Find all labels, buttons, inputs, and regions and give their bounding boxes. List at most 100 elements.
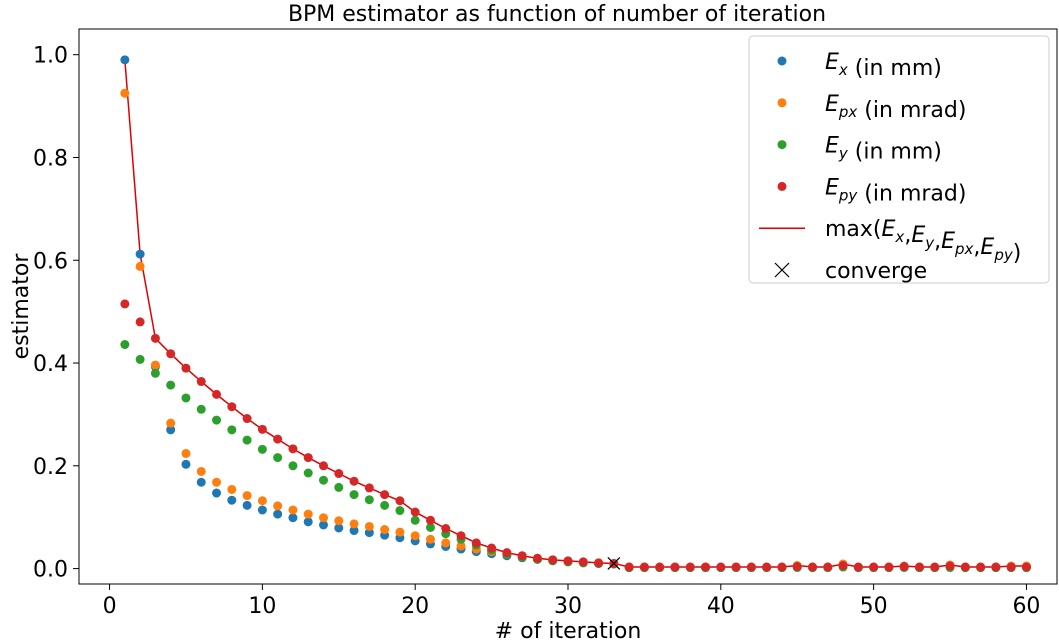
legend-text-subscript: px [838, 103, 858, 121]
legend-text-subscript: py [993, 246, 1014, 264]
point-s0-10 [273, 509, 283, 519]
legend: Ex (in mm)Epx (in mrad)Ey (in mm)Epy (in… [748, 35, 1050, 284]
point-s3-40 [731, 562, 741, 572]
legend-entry-2: Ey (in mm) [777, 134, 942, 165]
point-s3-15 [349, 476, 359, 486]
x-tick-label-3: 30 [554, 594, 582, 619]
legend-text-part: (in mm) [848, 56, 942, 81]
legend-entry-5: converge [774, 259, 927, 284]
point-s2-14 [334, 482, 344, 492]
y-tick-label-3: 0.6 [33, 249, 68, 274]
legend-text-part: E [980, 235, 994, 260]
point-s2-6 [212, 415, 222, 425]
point-s0-8 [242, 500, 252, 510]
legend-text-part: ) [1013, 241, 1022, 266]
point-s3-8 [242, 414, 252, 424]
converge-marker-stroke-2 [607, 557, 621, 570]
point-s1-19 [410, 531, 420, 541]
point-s3-21 [441, 524, 451, 533]
converge-marker [607, 557, 621, 570]
point-s1-2 [150, 360, 160, 370]
point-s3-17 [380, 490, 390, 500]
legend-marker-dot [777, 98, 787, 108]
point-s3-16 [364, 483, 374, 493]
series-2 [120, 340, 1031, 573]
point-s3-27 [532, 553, 542, 563]
x-tick-label-1: 10 [248, 594, 276, 619]
point-s1-17 [380, 525, 390, 535]
point-s3-55 [960, 562, 970, 572]
legend-label-1: Epx (in mrad) [825, 92, 966, 123]
point-s3-28 [548, 555, 558, 565]
legend-marker-dot [777, 140, 787, 150]
point-s3-9 [257, 424, 267, 434]
legend-text-part: E [882, 217, 896, 242]
point-s0-1 [135, 249, 145, 259]
point-s3-24 [487, 543, 497, 553]
point-s3-35 [655, 562, 665, 572]
point-s0-16 [364, 528, 374, 538]
legend-text-part: E [825, 175, 839, 200]
point-s2-20 [425, 522, 435, 532]
point-s0-0 [120, 55, 130, 65]
plot-area [120, 55, 1031, 573]
point-s3-12 [303, 453, 313, 463]
point-s1-3 [166, 418, 176, 428]
point-s0-14 [334, 523, 344, 533]
legend-entry-0: Ex (in mm) [777, 50, 942, 81]
point-s3-5 [196, 377, 206, 387]
point-s1-10 [273, 501, 283, 511]
point-s1-9 [257, 496, 267, 506]
legend-text-comma: , [904, 223, 911, 248]
point-s3-14 [334, 469, 344, 479]
point-s3-13 [319, 461, 328, 471]
point-s3-33 [624, 562, 634, 572]
chart-title: BPM estimator as function of number of i… [288, 2, 826, 27]
point-s2-13 [319, 475, 328, 485]
legend-text-part: E [825, 134, 839, 159]
point-s2-0 [120, 340, 130, 350]
point-s3-38 [701, 562, 711, 572]
point-s3-57 [991, 562, 1001, 572]
point-s0-15 [349, 526, 359, 536]
point-s3-2 [150, 333, 160, 343]
point-s2-1 [135, 354, 145, 364]
legend-text-part: max( [825, 217, 882, 242]
point-s3-4 [181, 363, 191, 373]
legend-label-2: Ey (in mm) [825, 134, 942, 165]
y-axis-label: estimator [9, 253, 34, 360]
legend-marker-dot [777, 56, 787, 66]
point-s1-5 [196, 466, 206, 476]
legend-text-comma: , [973, 235, 980, 260]
legend-entry-3: Epy (in mrad) [777, 175, 966, 206]
point-s0-9 [257, 505, 267, 515]
legend-text-part: E [941, 229, 955, 254]
y-tick-label-5: 1.0 [33, 44, 68, 69]
legend-text-part: E [825, 92, 839, 117]
legend-label-3: Epy (in mrad) [825, 175, 966, 206]
point-s3-37 [685, 562, 695, 572]
point-s3-39 [716, 562, 726, 572]
point-s3-1 [135, 317, 145, 327]
point-s1-6 [212, 477, 222, 487]
legend-label-0: Ex (in mm) [825, 50, 942, 81]
point-s1-13 [319, 513, 328, 523]
point-s3-41 [746, 562, 756, 572]
y-tick-label-2: 0.4 [33, 352, 68, 377]
legend-text-comma: , [934, 229, 941, 254]
x-tick-label-5: 50 [860, 594, 888, 619]
point-s0-13 [319, 520, 328, 530]
point-s0-6 [212, 488, 222, 498]
legend-entry-4: max(Ex,Ey,Epx,Epy) [759, 217, 1021, 266]
point-s3-22 [456, 531, 466, 541]
point-s3-54 [945, 561, 955, 571]
point-s1-11 [288, 505, 298, 515]
point-s3-43 [777, 562, 787, 572]
point-s0-12 [303, 517, 313, 527]
point-s1-16 [364, 521, 374, 531]
legend-text-part: (in mrad) [857, 181, 966, 206]
legend-text-part: E [825, 50, 839, 75]
point-s3-20 [425, 515, 435, 525]
point-s1-1 [135, 261, 145, 271]
point-s3-6 [212, 389, 222, 399]
